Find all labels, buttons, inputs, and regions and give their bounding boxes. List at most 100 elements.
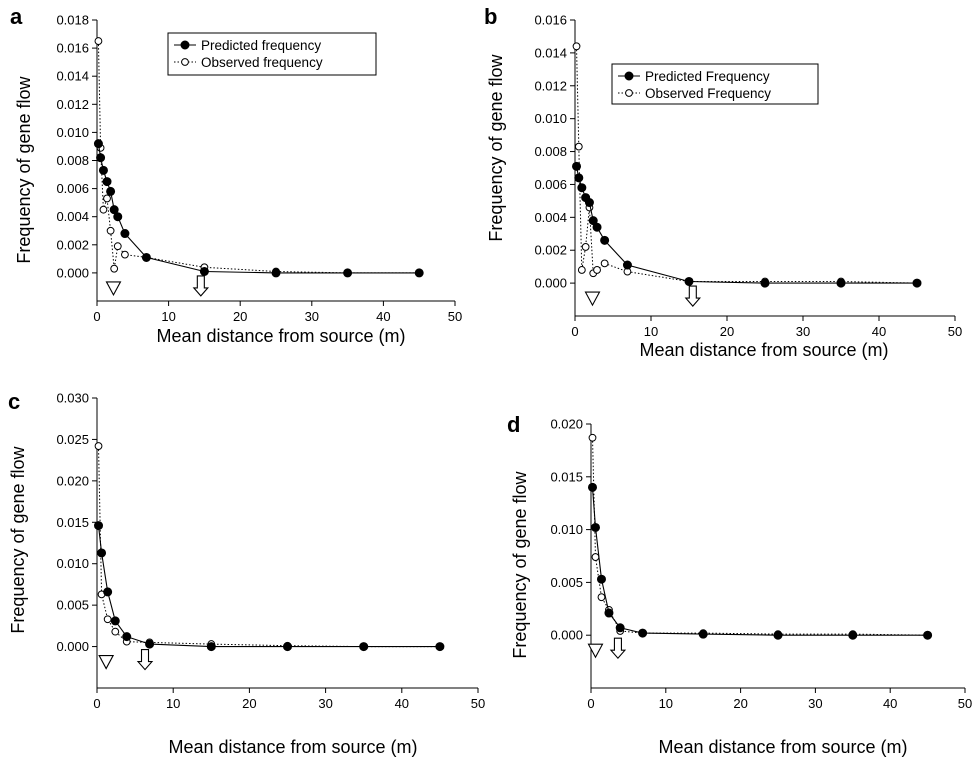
panel-a-predicted-point — [271, 268, 281, 278]
panel-c-y-tick-label: 0.030 — [56, 391, 89, 406]
panel-c-x-tick-label: 30 — [318, 696, 332, 711]
panel-a-x-tick-label: 40 — [376, 309, 390, 324]
panel-d-predicted-line — [591, 487, 928, 636]
panel-d-predicted-point — [590, 522, 600, 532]
panel-c-predicted-point — [97, 548, 107, 558]
panel-d-observed-line — [592, 437, 928, 636]
panel-a-predicted-point — [141, 252, 151, 262]
panel-b-y-tick-label: 0.006 — [534, 177, 567, 192]
panel-c-letter: c — [8, 389, 20, 414]
panel-a-y-tick-label: 0.006 — [56, 181, 89, 196]
panel-b-y-tick-label: 0.016 — [534, 13, 567, 28]
panel-a-predicted-point — [102, 177, 112, 187]
panel-b-predicted-point — [600, 235, 610, 245]
panel-c: c 0 10 20 30 40 50 0.000 0.005 0.010 0.015 0.020 0.… — [8, 389, 485, 757]
panel-a-observed-point — [110, 264, 119, 273]
panel-b-y-tick-label: 0.012 — [534, 78, 567, 93]
panel-d-predicted-point — [848, 630, 858, 640]
panel-a-observed-point — [106, 226, 115, 235]
panel-c-predicted-point — [103, 587, 113, 597]
panel-b-predicted-point — [584, 198, 594, 208]
panel-d-y-tick-label: 0.020 — [550, 417, 583, 432]
panel-c-predicted-point — [283, 642, 292, 652]
panel-a-x-tick-label: 20 — [233, 309, 247, 324]
panel-a-y-tick-label: 0.010 — [56, 125, 89, 140]
panel-a-legend-label: Predicted frequency — [201, 38, 321, 53]
panel-a-predicted-point — [120, 229, 130, 239]
panel-b-legend-swatch-marker — [625, 89, 633, 97]
panel-d-x-tick-label: 0 — [587, 696, 594, 711]
panel-b-observed-point — [593, 266, 601, 274]
panel-d-predicted-point — [596, 574, 606, 584]
panel-d-predicted-point — [773, 630, 783, 640]
panel-c-predicted-point — [122, 632, 132, 642]
panel-d-letter: d — [507, 412, 520, 437]
panel-a-y-tick-label: 0.014 — [56, 69, 89, 84]
panel-a-y-axis-title: Frequency of gene flow — [14, 75, 34, 263]
panel-b-y-axis-title: Frequency of gene flow — [486, 53, 506, 241]
panel-b-y-tick-label: 0.008 — [534, 144, 567, 159]
panel-b-x-tick-label: 20 — [720, 324, 734, 339]
panel-c-x-tick-label: 0 — [93, 696, 100, 711]
panel-c-predicted-point — [359, 642, 369, 652]
panel-b-predicted-point — [912, 278, 922, 288]
panel-d-y-axis-title: Frequency of gene flow — [510, 470, 530, 658]
panel-c-predicted-point — [145, 639, 155, 649]
panel-a-legend-label: Observed frequency — [201, 55, 323, 70]
panel-d-predicted-point — [604, 608, 614, 618]
panel-c-observed-line — [98, 446, 440, 648]
panel-b-y-tick-label: 0.004 — [534, 210, 567, 225]
panel-b-predicted-point — [588, 216, 598, 226]
panel-b-legend-swatch-marker — [624, 71, 634, 81]
panel-a-predicted-point — [414, 268, 424, 278]
panel-c-y-tick-label: 0.020 — [56, 473, 89, 488]
panel-a-letter: a — [10, 4, 23, 29]
panel-c-arrow-marker — [136, 649, 154, 671]
panel-b-observed-point — [600, 259, 609, 268]
panel-a-observed-line — [97, 41, 420, 274]
panel-b-y-tick-label: 0.002 — [534, 243, 567, 258]
panel-d-predicted-point — [638, 628, 648, 638]
panel-a-predicted-point — [98, 165, 108, 175]
panel-d-predicted-point — [587, 482, 597, 492]
panel-b-arrow-marker — [684, 285, 702, 307]
panel-d-x-tick-label: 50 — [958, 696, 972, 711]
panel-a-x-tick-label: 50 — [448, 309, 462, 324]
panel-b-predicted-point — [577, 183, 587, 193]
panel-a-predicted-point — [106, 186, 116, 196]
panel-d-y-tick-label: 0.015 — [550, 469, 583, 484]
panel-d-x-tick-label: 10 — [659, 696, 673, 711]
panel-d-plot: 0 10 20 30 40 50 0.000 0.005 0.010 0.015 0.020 — [550, 417, 972, 712]
panel-c-x-axis-title: Mean distance from source (m) — [168, 737, 417, 757]
panel-d-predicted-point — [923, 630, 933, 640]
panel-d-y-tick-label: 0.005 — [550, 575, 583, 590]
panel-c-x-tick-label: 40 — [395, 696, 409, 711]
panel-a-predicted-point — [93, 139, 103, 149]
panel-a-predicted-point — [199, 266, 209, 276]
panel-c-predicted-point — [94, 521, 104, 531]
panel-b-observed-point — [572, 42, 581, 51]
panel-b-y-tick-label: 0.000 — [534, 276, 567, 291]
panel-a-y-tick-label: 0.008 — [56, 153, 89, 168]
panel-d-observed-point — [588, 433, 597, 442]
panel-b-x-tick-label: 30 — [796, 324, 810, 339]
panel-c-triangle-marker — [98, 655, 115, 670]
panel-d-predicted-point — [698, 629, 708, 639]
panel-d-arrow-marker — [609, 637, 627, 660]
panel-a-observed-point — [113, 242, 122, 251]
panel-c-observed-point — [103, 615, 112, 624]
panel-b-predicted-point — [574, 173, 584, 183]
panel-b-predicted-point — [836, 278, 846, 288]
panel-a-y-tick-label: 0.002 — [56, 237, 89, 252]
panel-c-plot: 0 10 20 30 40 50 0.000 0.005 0.010 0.015 0.020 0.02… — [56, 391, 485, 712]
panel-b-legend-label: Predicted Frequency — [645, 69, 770, 84]
panel-a-x-axis-title: Mean distance from source (m) — [156, 326, 405, 346]
panel-c-y-tick-label: 0.015 — [56, 515, 89, 530]
panel-a-legend-swatch-marker — [181, 58, 189, 66]
panel-c-predicted-line — [97, 525, 440, 648]
panel-a-triangle-marker — [105, 281, 122, 297]
panel-c-y-tick-label: 0.000 — [56, 639, 89, 654]
panel-d-triangle-marker — [587, 643, 604, 659]
panel-a-x-tick-label: 30 — [305, 309, 319, 324]
panel-a-y-tick-label: 0.016 — [56, 41, 89, 56]
